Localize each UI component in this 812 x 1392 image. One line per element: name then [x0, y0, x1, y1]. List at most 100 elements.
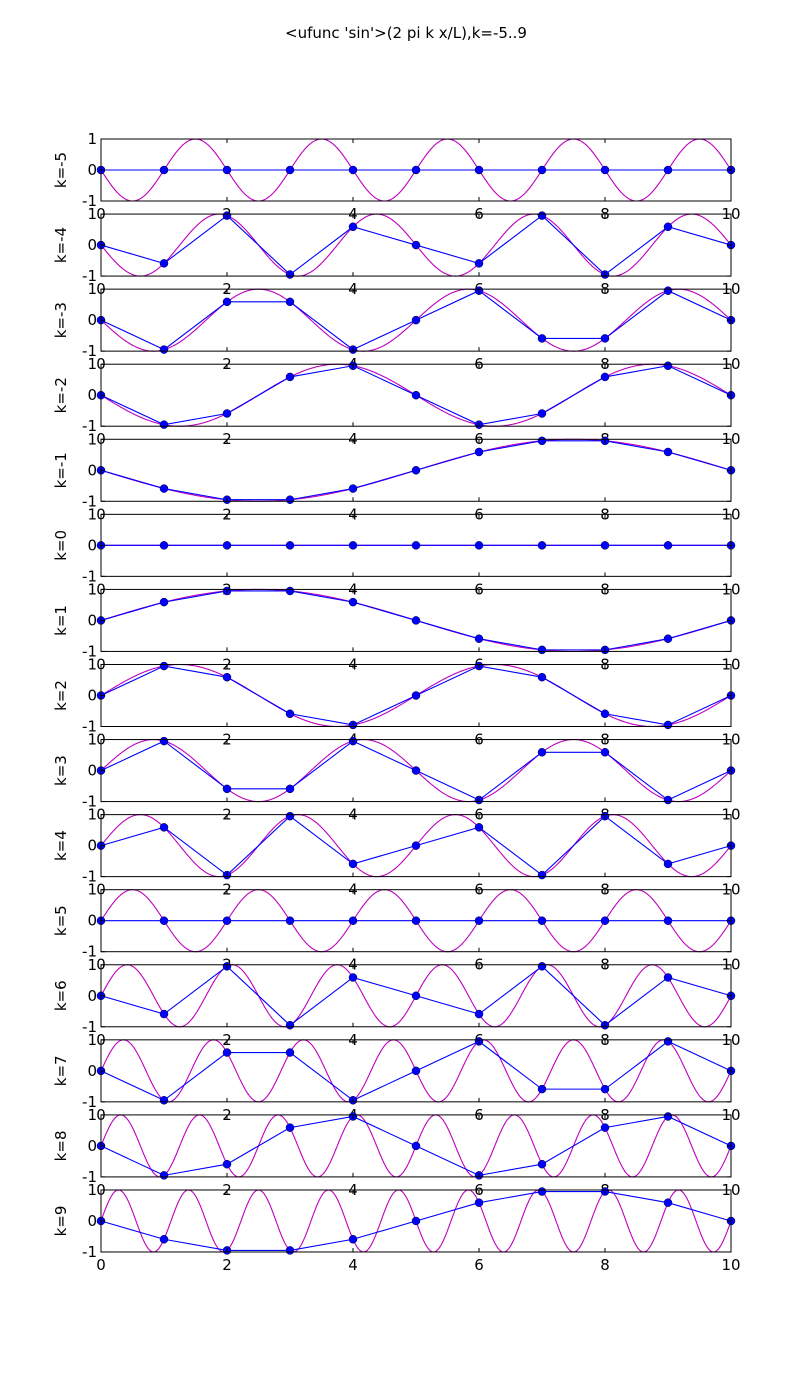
sample-point	[285, 270, 295, 279]
y-tick-label: 1	[87, 430, 97, 448]
sample-point	[663, 1037, 673, 1046]
sample-point	[222, 165, 232, 175]
y-tick-label: 0	[87, 1062, 97, 1080]
y-tick-label: 0	[87, 236, 97, 254]
panel-ylabel: k=6	[52, 980, 70, 1011]
sample-point	[537, 916, 547, 925]
sample-point	[663, 859, 673, 869]
panel-ylabel: k=0	[52, 530, 70, 561]
sample-point	[600, 916, 610, 925]
sample-point	[222, 1159, 232, 1169]
sample-point	[663, 541, 673, 550]
sample-point	[663, 165, 673, 175]
sample-point	[537, 436, 547, 446]
sample-point	[600, 372, 610, 382]
sample-point	[348, 541, 358, 550]
y-tick-label: -1	[82, 417, 97, 435]
x-tick-label: 10	[721, 1256, 740, 1274]
panel-ylabel: k=4	[52, 830, 70, 861]
x-tick-label: 8	[600, 1256, 610, 1274]
sample-point	[474, 916, 484, 925]
sample-point	[600, 541, 610, 550]
sample-point	[537, 748, 547, 757]
panel-ylabel: k=-2	[52, 377, 70, 413]
sample-point	[348, 597, 358, 607]
sample-point	[285, 916, 295, 925]
sample-point	[537, 1159, 547, 1169]
y-tick-label: 0	[87, 311, 97, 329]
sample-point	[411, 691, 421, 700]
sample-point	[411, 1066, 421, 1076]
sample-point	[159, 1235, 169, 1244]
sample-point	[663, 361, 673, 371]
sample-point	[663, 1198, 673, 1207]
sample-point	[663, 286, 673, 295]
sample-point	[663, 447, 673, 457]
panel-ylabel: k=-1	[52, 452, 70, 488]
sample-point	[222, 541, 232, 550]
y-tick-label: -1	[82, 717, 97, 735]
y-tick-label: 1	[87, 731, 97, 749]
sample-point	[348, 973, 358, 982]
panel-ylabel: k=7	[52, 1055, 70, 1086]
sample-point	[474, 1009, 484, 1019]
y-tick-label: 0	[87, 762, 97, 780]
sample-point	[537, 165, 547, 175]
sample-point	[348, 222, 358, 232]
sample-point	[411, 315, 421, 325]
sample-point	[285, 1123, 295, 1132]
sample-point	[285, 541, 295, 550]
sample-point	[600, 709, 610, 719]
panel-ylabel: k=-5	[52, 152, 70, 188]
y-tick-label: 1	[87, 130, 97, 148]
y-tick-label: -1	[82, 492, 97, 510]
y-tick-label: 1	[87, 280, 97, 298]
sample-point	[159, 1171, 169, 1180]
sample-point	[285, 586, 295, 596]
y-tick-label: -1	[82, 567, 97, 585]
sample-point	[537, 962, 547, 971]
y-tick-label: 0	[87, 686, 97, 704]
y-tick-label: 1	[87, 881, 97, 899]
sample-point	[474, 447, 484, 457]
sample-point	[285, 709, 295, 719]
sample-point	[663, 634, 673, 643]
y-tick-label: -1	[82, 868, 97, 886]
sample-point	[159, 1096, 169, 1105]
y-tick-label: 0	[87, 912, 97, 930]
y-tick-label: -1	[82, 342, 97, 360]
y-tick-label: -1	[82, 267, 97, 285]
y-tick-label: 1	[87, 655, 97, 673]
panel-ylabel: k=8	[52, 1131, 70, 1162]
sample-point	[537, 541, 547, 550]
panel-ylabel: k=-4	[52, 227, 70, 263]
sample-point	[474, 259, 484, 268]
x-tick-label: 2	[222, 1256, 232, 1274]
sample-point	[537, 1084, 547, 1094]
y-tick-label: 0	[87, 1137, 97, 1155]
y-tick-label: 0	[87, 1212, 97, 1230]
sample-point	[285, 297, 295, 307]
sample-point	[663, 222, 673, 232]
sample-point	[537, 645, 547, 655]
sample-point	[411, 1141, 421, 1151]
y-tick-label: -1	[82, 943, 97, 961]
x-tick-label: 0	[96, 1256, 106, 1274]
y-tick-label: -1	[82, 642, 97, 660]
y-tick-label: 1	[87, 956, 97, 974]
y-tick-label: 0	[87, 461, 97, 479]
sample-point	[663, 916, 673, 925]
sample-point	[474, 1198, 484, 1207]
sample-point	[537, 1187, 547, 1196]
sample-point	[663, 1112, 673, 1121]
y-tick-label: 0	[87, 837, 97, 855]
sample-point	[159, 259, 169, 268]
sample-point	[222, 784, 232, 794]
y-tick-label: 1	[87, 1031, 97, 1049]
y-tick-label: 1	[87, 580, 97, 598]
sample-point	[285, 1020, 295, 1030]
sample-point	[663, 795, 673, 805]
sample-point	[159, 916, 169, 925]
sample-point	[474, 634, 484, 643]
sample-point	[411, 841, 421, 850]
